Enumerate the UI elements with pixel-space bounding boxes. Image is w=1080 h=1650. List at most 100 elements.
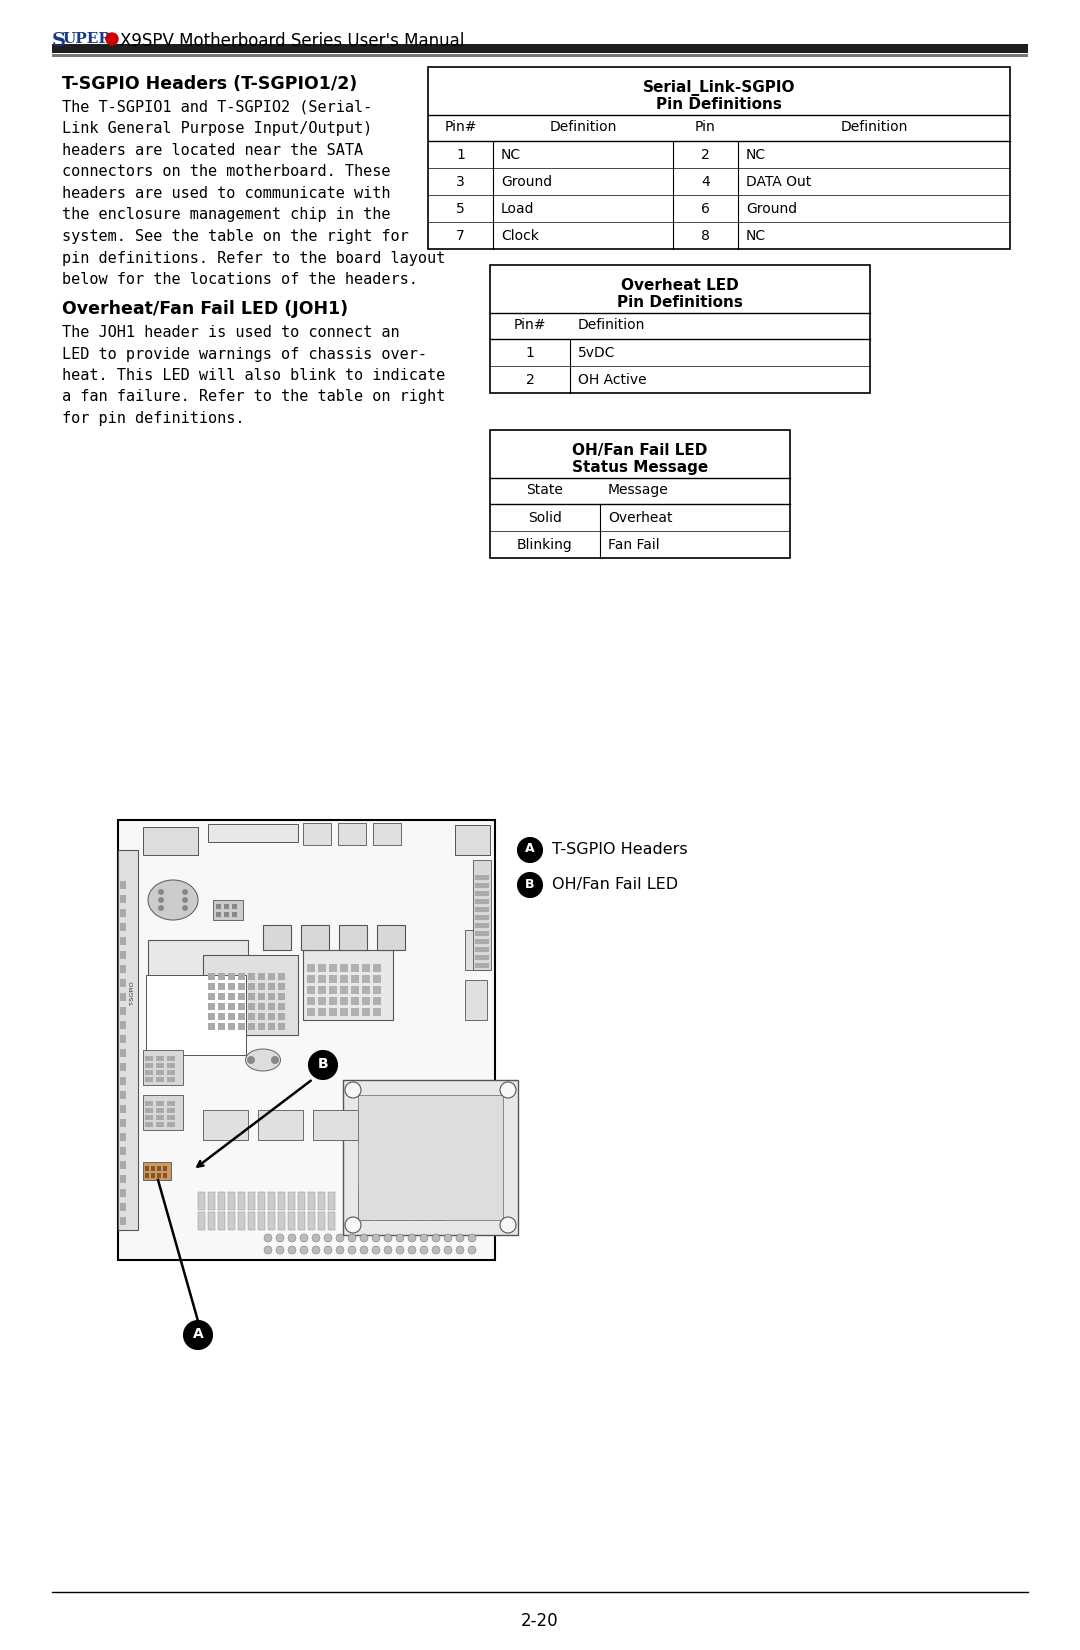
Text: headers are located near the SATA: headers are located near the SATA <box>62 144 363 158</box>
Bar <box>475 916 489 921</box>
Bar <box>143 1162 171 1180</box>
Bar <box>258 1110 303 1140</box>
Bar <box>429 140 1009 168</box>
Bar <box>145 1173 149 1178</box>
Circle shape <box>360 1246 368 1254</box>
Bar <box>357 1185 372 1219</box>
Text: T-SGPIO Headers (T-SGPIO1/2): T-SGPIO Headers (T-SGPIO1/2) <box>62 74 357 92</box>
Bar <box>151 1167 156 1172</box>
Bar <box>167 1069 175 1076</box>
Text: Pin Definitions: Pin Definitions <box>656 97 782 112</box>
Bar <box>248 1213 255 1229</box>
Bar <box>467 1102 485 1120</box>
Bar <box>362 975 370 983</box>
Text: Fan Fail: Fan Fail <box>608 538 660 553</box>
Bar <box>120 1190 126 1196</box>
Text: LED to provide warnings of chassis over-: LED to provide warnings of chassis over- <box>62 346 427 361</box>
Bar <box>118 850 138 1229</box>
Bar <box>151 1173 156 1178</box>
Bar <box>362 997 370 1005</box>
Bar <box>120 1049 126 1058</box>
Bar <box>52 54 1028 58</box>
Bar <box>120 1162 126 1168</box>
Bar <box>156 1056 164 1061</box>
Bar <box>268 1191 275 1209</box>
Bar <box>143 1049 183 1086</box>
Ellipse shape <box>245 1049 281 1071</box>
Text: Status Message: Status Message <box>572 460 708 475</box>
Text: for pin definitions.: for pin definitions. <box>62 411 244 426</box>
Bar <box>318 1213 325 1229</box>
Bar <box>203 955 298 1035</box>
Circle shape <box>324 1234 332 1242</box>
Bar <box>268 983 275 990</box>
Bar <box>338 823 366 845</box>
Circle shape <box>432 1246 440 1254</box>
Text: Overheat LED: Overheat LED <box>621 277 739 294</box>
Circle shape <box>276 1234 284 1242</box>
Bar <box>329 987 337 993</box>
Bar <box>258 1023 265 1030</box>
Bar <box>248 1191 255 1209</box>
Bar <box>278 993 285 1000</box>
Circle shape <box>500 1218 516 1233</box>
Bar <box>428 68 1010 249</box>
Bar <box>248 1023 255 1030</box>
Bar <box>307 1008 315 1016</box>
Text: 6: 6 <box>701 201 710 216</box>
Bar <box>156 1122 164 1127</box>
Bar <box>475 939 489 944</box>
Bar <box>465 980 487 1020</box>
Bar <box>307 964 315 972</box>
Bar <box>167 1115 175 1120</box>
Bar <box>394 1185 408 1219</box>
Bar <box>120 1119 126 1127</box>
Bar <box>228 993 235 1000</box>
Bar <box>218 1023 225 1030</box>
Bar <box>475 947 489 952</box>
Bar <box>351 964 359 972</box>
Bar <box>475 908 489 912</box>
Circle shape <box>384 1234 392 1242</box>
Circle shape <box>106 33 118 45</box>
Bar <box>120 1147 126 1155</box>
Circle shape <box>183 889 188 894</box>
Bar <box>120 881 126 889</box>
Bar <box>308 1191 315 1209</box>
Circle shape <box>372 1246 380 1254</box>
Bar <box>351 987 359 993</box>
Circle shape <box>444 1234 453 1242</box>
Text: 7: 7 <box>456 229 464 243</box>
Text: Ground: Ground <box>501 175 552 190</box>
Circle shape <box>518 838 542 861</box>
Bar <box>145 1056 153 1061</box>
Bar <box>120 909 126 917</box>
Text: 5: 5 <box>456 201 464 216</box>
Circle shape <box>432 1234 440 1242</box>
Text: B: B <box>525 878 535 891</box>
Bar <box>362 964 370 972</box>
Bar <box>120 1175 126 1183</box>
Bar <box>318 1008 326 1016</box>
Circle shape <box>276 1246 284 1254</box>
Circle shape <box>158 898 164 903</box>
Bar <box>208 1213 215 1229</box>
Bar <box>156 1063 164 1068</box>
Circle shape <box>420 1234 428 1242</box>
Bar <box>228 983 235 990</box>
Circle shape <box>288 1234 296 1242</box>
Bar <box>228 974 235 980</box>
Bar <box>411 1185 426 1219</box>
Bar <box>232 904 237 909</box>
Circle shape <box>360 1234 368 1242</box>
Bar <box>490 431 789 558</box>
Bar <box>268 1003 275 1010</box>
Bar <box>120 1203 126 1211</box>
Bar <box>238 1013 245 1020</box>
Bar <box>373 975 381 983</box>
Bar <box>118 820 495 1261</box>
Circle shape <box>348 1246 356 1254</box>
Circle shape <box>384 1246 392 1254</box>
Bar <box>213 899 243 921</box>
Bar <box>238 1003 245 1010</box>
